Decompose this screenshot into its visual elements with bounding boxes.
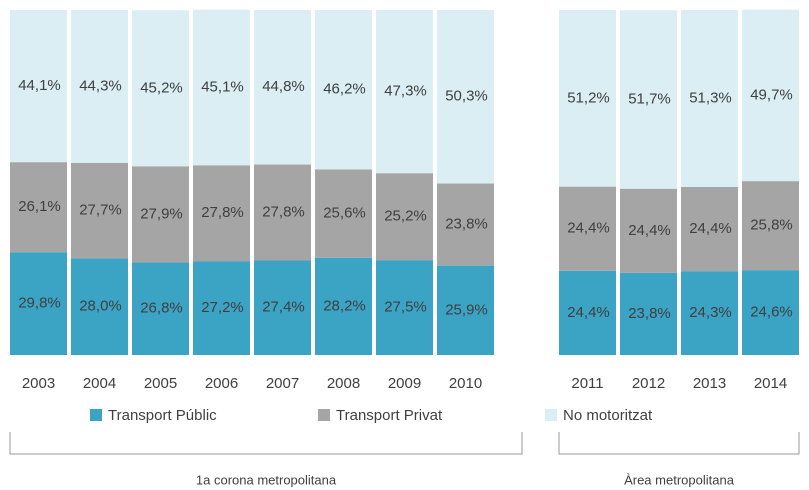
x-tick-label: 2012 (632, 375, 665, 392)
bar-segment (254, 260, 311, 355)
bar-segment (71, 10, 128, 163)
x-tick-label: 2010 (449, 375, 482, 392)
legend-swatch (545, 409, 557, 421)
value-label: 27,8% (262, 203, 305, 220)
value-label: 23,8% (628, 305, 671, 322)
bar-segment (10, 10, 67, 163)
value-label: 25,8% (750, 217, 793, 234)
x-tick-label: 2006 (205, 375, 238, 392)
group-label: Àrea metropolitana (624, 472, 735, 487)
value-label: 46,2% (323, 81, 366, 98)
legend-swatch (90, 409, 102, 421)
value-label: 26,8% (140, 300, 183, 317)
value-label: 27,9% (140, 205, 183, 222)
value-label: 27,7% (79, 202, 122, 219)
x-tick-label: 2003 (22, 375, 55, 392)
value-label: 45,1% (201, 78, 244, 95)
value-label: 24,3% (689, 304, 732, 321)
value-label: 24,4% (689, 220, 732, 237)
bar-segment (315, 257, 372, 355)
bar-segment (315, 169, 372, 258)
value-label: 24,6% (750, 304, 793, 321)
bar-segment (681, 10, 738, 187)
value-label: 49,7% (750, 86, 793, 103)
bar-segment (742, 270, 799, 355)
bar-segment (376, 173, 433, 261)
value-label: 28,0% (79, 298, 122, 315)
value-label: 51,2% (567, 89, 610, 106)
value-label: 24,4% (567, 220, 610, 237)
bar-segment (193, 261, 250, 355)
x-tick-label: 2014 (754, 375, 787, 392)
bar-segment (71, 258, 128, 355)
x-tick-label: 2013 (693, 375, 726, 392)
bar-segment (559, 10, 616, 187)
value-label: 50,3% (445, 88, 488, 105)
legend-swatch (318, 409, 330, 421)
value-label: 44,8% (262, 78, 305, 95)
legend-label: Transport Privat (336, 407, 443, 424)
group-label: 1a corona metropolitana (196, 472, 337, 487)
bar-segment (559, 186, 616, 271)
legend-label: No motoritzat (563, 407, 653, 424)
x-tick-label: 2009 (388, 375, 421, 392)
value-label: 27,8% (201, 204, 244, 221)
value-label: 51,3% (689, 89, 732, 106)
value-label: 29,8% (18, 295, 61, 312)
bar-segment (376, 10, 433, 174)
bar-segment (315, 10, 372, 170)
value-label: 27,4% (262, 299, 305, 316)
bar-segment (10, 252, 67, 355)
value-label: 25,2% (384, 208, 427, 225)
bar-segment (681, 186, 738, 272)
bar-segment (620, 10, 677, 189)
legend-label: Transport Públic (108, 407, 217, 424)
bar-segment (193, 165, 250, 262)
value-label: 28,2% (323, 297, 366, 314)
value-label: 27,5% (384, 299, 427, 316)
value-label: 23,8% (445, 216, 488, 233)
value-label: 26,1% (18, 198, 61, 215)
bar-segment (132, 166, 189, 263)
bar-segment (437, 10, 494, 184)
bar-segment (71, 162, 128, 259)
bar-segment (620, 272, 677, 355)
bar-segment (742, 9, 799, 182)
bar-segment (376, 260, 433, 355)
value-label: 25,9% (445, 301, 488, 318)
x-tick-label: 2011 (571, 375, 603, 392)
x-tick-label: 2008 (327, 375, 360, 392)
value-label: 25,6% (323, 205, 366, 222)
x-tick-label: 2005 (144, 375, 177, 392)
x-tick-label: 2007 (266, 375, 299, 392)
value-label: 47,3% (384, 83, 427, 100)
bar-segment (742, 181, 799, 271)
group-bracket (558, 432, 800, 455)
group-bracket (9, 432, 523, 455)
bar-segment (132, 262, 189, 355)
bar-segment (437, 183, 494, 266)
value-label: 44,3% (79, 77, 122, 94)
bar-segment (620, 188, 677, 273)
bar-segment (681, 271, 738, 355)
bar-segment (254, 164, 311, 261)
value-label: 27,2% (201, 299, 244, 316)
bar-segment (437, 265, 494, 355)
bar-segment (254, 10, 311, 165)
value-label: 24,4% (567, 304, 610, 321)
x-tick-label: 2004 (83, 375, 116, 392)
bar-segment (193, 9, 250, 166)
value-label: 45,2% (140, 79, 183, 96)
value-label: 24,4% (628, 222, 671, 239)
value-label: 51,7% (628, 90, 671, 107)
bar-segment (132, 10, 189, 167)
value-label: 44,1% (18, 77, 61, 94)
bar-segment (559, 270, 616, 355)
bar-segment (10, 162, 67, 253)
